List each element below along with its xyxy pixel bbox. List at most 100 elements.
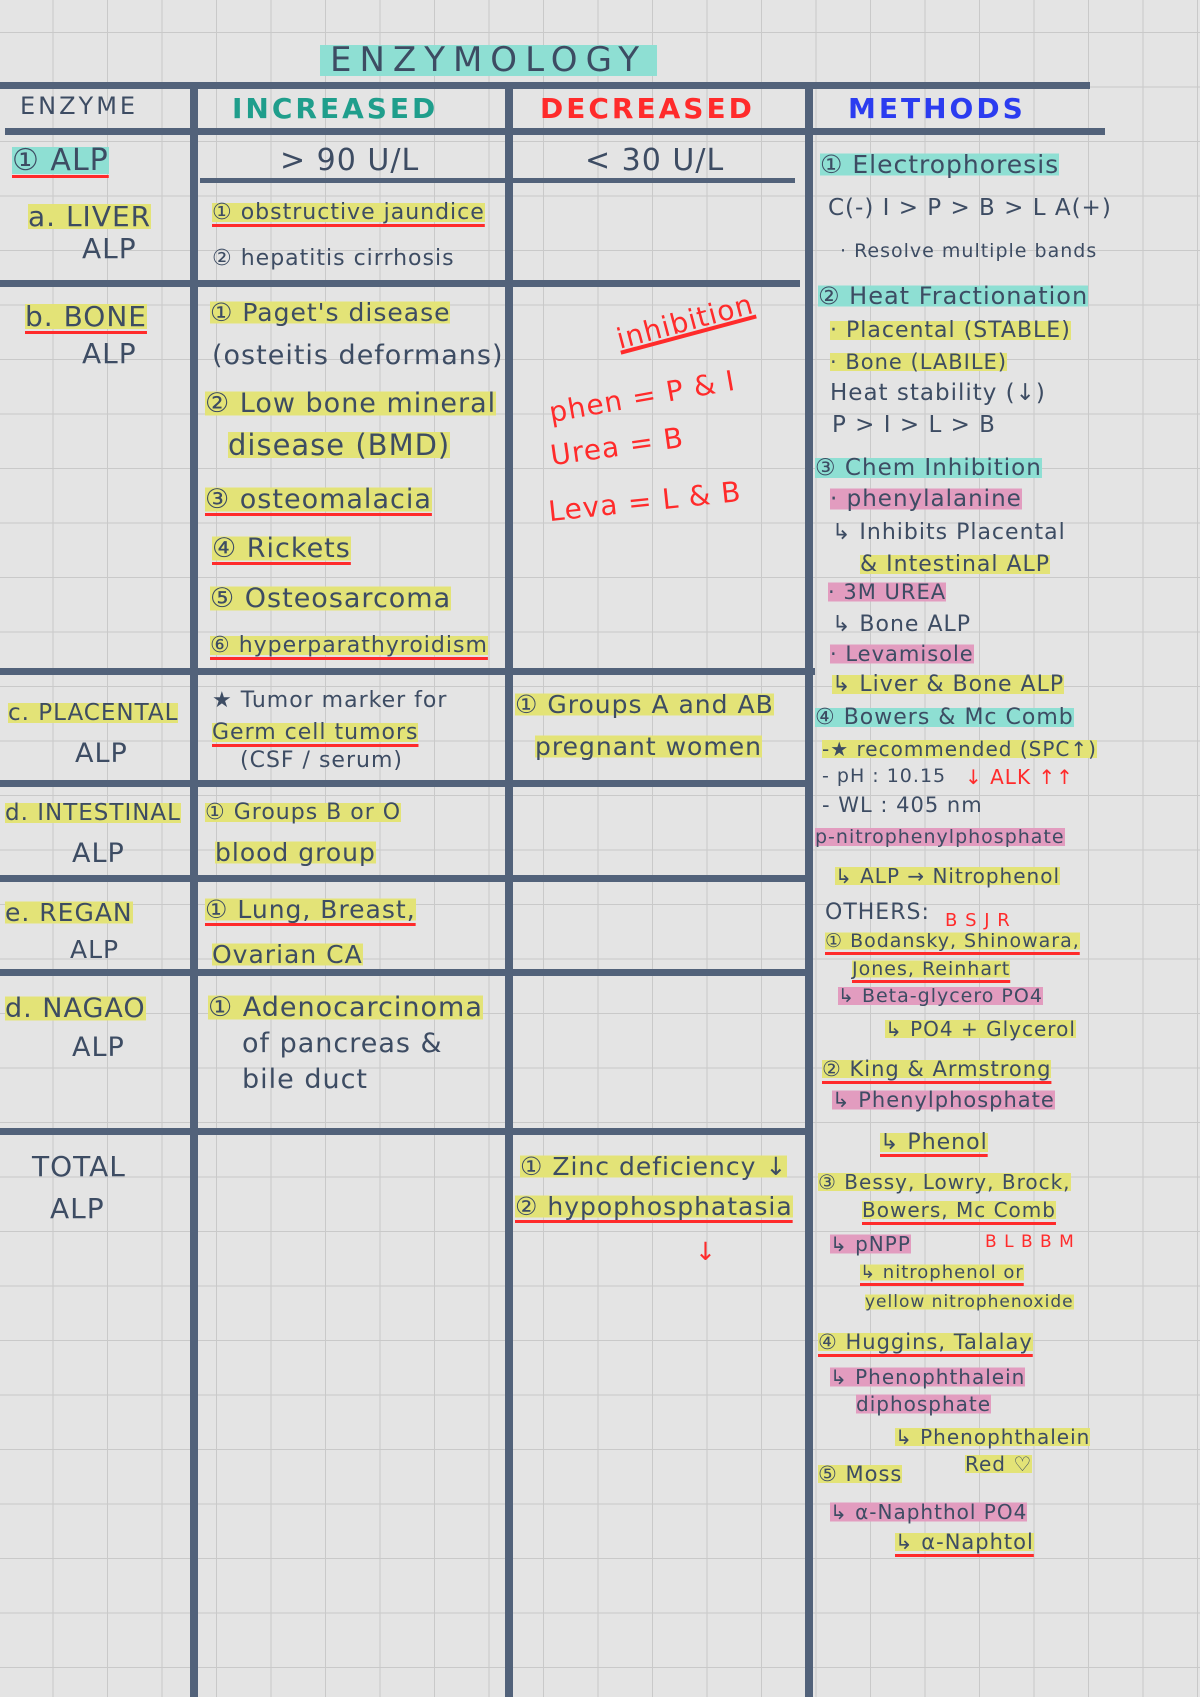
method-line: & Intestinal ALP bbox=[860, 552, 1051, 578]
method-text: ① Bodansky, Shinowara, bbox=[825, 930, 1080, 952]
method-line: - WL : 405 nm bbox=[822, 793, 983, 818]
method-line: ↳ Inhibits Placental bbox=[832, 520, 1066, 546]
total-name: TOTAL bbox=[32, 1150, 126, 1183]
method-line: ↳ Phenol bbox=[880, 1130, 988, 1156]
method-line: diphosphate bbox=[856, 1392, 992, 1416]
method-line: ↓ ALK ↑↑ bbox=[965, 765, 1074, 789]
method-line: · Bone (LABILE) bbox=[830, 350, 1008, 375]
method-line: C(-) I > P > B > L A(+) bbox=[828, 195, 1112, 223]
regan-inc-text: Ovarian CA bbox=[212, 940, 363, 969]
method-text: ↳ Phenylphosphate bbox=[832, 1088, 1055, 1112]
method-line: ① Bodansky, Shinowara, bbox=[825, 930, 1080, 953]
intestinal-name: d. INTESTINAL bbox=[5, 800, 181, 828]
method-text: - WL : 405 nm bbox=[822, 793, 983, 817]
method-text: ↳ ALP → Nitrophenol bbox=[835, 864, 1060, 888]
method-text: ② King & Armstrong bbox=[822, 1057, 1052, 1081]
method-line: · 3M UREA bbox=[828, 580, 947, 605]
header-increased: INCREASED bbox=[232, 92, 439, 125]
method-text: ④ Bowers & Mc Comb bbox=[815, 705, 1074, 730]
bone-inc-text: ③ osteomalacia bbox=[205, 484, 432, 515]
regan-inc-1: ① Lung, Breast, bbox=[205, 895, 416, 925]
row-line bbox=[0, 969, 805, 976]
row-line bbox=[0, 668, 815, 675]
total-dec-text: ① Zinc deficiency ↓ bbox=[520, 1152, 788, 1181]
intestinal-inc-1: ① Groups B or O bbox=[205, 800, 402, 826]
method-line: Bowers, Mc Comb bbox=[862, 1198, 1056, 1222]
nagao-inc-text: ① Adenocarcinoma bbox=[208, 992, 483, 1023]
method-line: ↳ Phenophthalein bbox=[830, 1365, 1026, 1389]
bone-dec-urea: Urea = B bbox=[548, 420, 686, 473]
method-line: P > I > L > B bbox=[832, 412, 996, 440]
header-enzyme: ENZYME bbox=[20, 92, 139, 120]
row-line bbox=[0, 280, 800, 287]
method-line: ⑤ Moss bbox=[818, 1462, 903, 1487]
intestinal-inc-text: blood group bbox=[215, 838, 376, 867]
bone-alp: ALP bbox=[82, 337, 137, 370]
method-text: ↳ pNPP bbox=[830, 1232, 911, 1256]
method-text: yellow nitrophenoxide bbox=[865, 1292, 1074, 1312]
method-line: - pH : 10.15 bbox=[822, 765, 946, 788]
method-text: ↳ Inhibits Placental bbox=[832, 520, 1066, 545]
intestinal-alp: ALP bbox=[72, 838, 125, 869]
method-text: ↳ Phenophthalein bbox=[830, 1365, 1026, 1389]
method-line: p-nitrophenylphosphate bbox=[815, 826, 1065, 849]
method-text: ④ Huggins, Talalay bbox=[818, 1330, 1033, 1354]
liver-name: a. LIVER bbox=[28, 200, 152, 234]
method-text: ↳ Beta-glycero PO4 bbox=[838, 985, 1043, 1007]
placental-inc-text: Germ cell tumors bbox=[212, 720, 419, 745]
column-divider bbox=[190, 84, 198, 1697]
method-text: p-nitrophenylphosphate bbox=[815, 826, 1065, 848]
method-text: · phenylalanine bbox=[830, 486, 1022, 512]
method-line: Red ♡ bbox=[965, 1452, 1033, 1476]
row-line bbox=[200, 178, 795, 183]
placental-label: c. PLACENTAL bbox=[8, 700, 179, 726]
placental-dec-text: ① Groups A and AB bbox=[515, 690, 774, 719]
method-text: -★ recommended (SPC↑) bbox=[822, 737, 1097, 761]
regan-inc-2: Ovarian CA bbox=[212, 940, 363, 970]
total-alp: ALP bbox=[50, 1192, 105, 1225]
method-text: ⑤ Moss bbox=[818, 1462, 903, 1486]
method-text: ↳ Phenophthalein bbox=[895, 1425, 1091, 1449]
method-line: ② King & Armstrong bbox=[822, 1057, 1052, 1082]
method-line: Jones, Reinhart bbox=[852, 958, 1011, 981]
method-text: ↳ Bone ALP bbox=[832, 612, 972, 637]
bone-inc-text: ② Low bone mineral bbox=[205, 388, 497, 419]
header-decreased: DECREASED bbox=[540, 92, 755, 125]
method-line: ② Heat Fractionation bbox=[818, 282, 1089, 311]
bone-dec-leva: Leva = L & B bbox=[546, 474, 743, 529]
method-line: ④ Bowers & Mc Comb bbox=[815, 705, 1074, 731]
method-text: · Placental (STABLE) bbox=[830, 318, 1071, 343]
method-text: · Bone (LABILE) bbox=[830, 350, 1008, 374]
method-line: ↳ pNPP bbox=[830, 1232, 911, 1256]
method-text: Red ♡ bbox=[965, 1452, 1033, 1476]
method-line: ↳ α-Naphthol PO4 bbox=[830, 1500, 1028, 1524]
method-line: B S J R bbox=[945, 910, 1011, 932]
bone-inc-2: (osteitis deformans) bbox=[212, 340, 504, 371]
bone-name: b. BONE bbox=[25, 300, 147, 334]
method-line: · Resolve multiple bands bbox=[840, 240, 1097, 263]
method-text: ↳ PO4 + Glycerol bbox=[885, 1017, 1076, 1041]
placental-dec-text: pregnant women bbox=[535, 732, 762, 761]
row-line bbox=[0, 1128, 810, 1135]
liver-alp: ALP bbox=[82, 232, 137, 265]
placental-dec-2: pregnant women bbox=[535, 732, 762, 762]
method-text: diphosphate bbox=[856, 1392, 992, 1416]
method-text: ↳ α-Naphthol PO4 bbox=[830, 1500, 1028, 1524]
method-text: Heat stability (↓) bbox=[830, 380, 1046, 406]
method-text: ↳ α-Naphtol bbox=[895, 1530, 1034, 1554]
placental-alp: ALP bbox=[75, 738, 128, 769]
method-text: C(-) I > P > B > L A(+) bbox=[828, 195, 1112, 221]
nagao-name: d. NAGAO bbox=[5, 993, 146, 1025]
method-line: · Levamisole bbox=[830, 642, 974, 667]
row-line bbox=[0, 780, 805, 787]
method-line: yellow nitrophenoxide bbox=[865, 1292, 1074, 1312]
method-line: · phenylalanine bbox=[830, 486, 1022, 514]
alp-decreased: < 30 U/L bbox=[585, 143, 725, 178]
bone-dec-inhibition: inhibition bbox=[613, 287, 758, 356]
column-divider bbox=[805, 84, 813, 1697]
method-line: B L B B M bbox=[985, 1232, 1075, 1252]
method-text: · Resolve multiple bands bbox=[840, 240, 1098, 262]
bone-inc-text: disease (BMD) bbox=[228, 428, 451, 462]
bone-inc-7: ⑤ Osteosarcoma bbox=[210, 583, 452, 615]
method-text: B L B B M bbox=[985, 1232, 1075, 1252]
